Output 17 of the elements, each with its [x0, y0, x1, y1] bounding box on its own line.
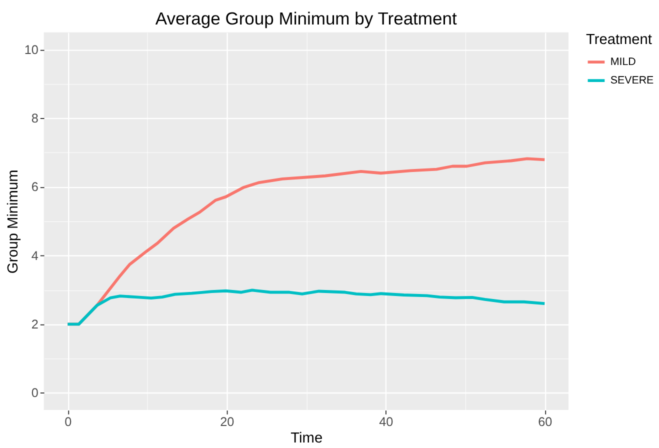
y-tick-label: 2 [31, 318, 38, 332]
y-tick-label: 0 [31, 386, 38, 400]
x-tick-label: 20 [220, 415, 234, 430]
y-axis-title: Group Minimum [6, 170, 22, 274]
legend-title: Treatment [586, 32, 652, 48]
y-tick-label: 8 [31, 112, 38, 126]
y-tick-label: 6 [31, 180, 38, 194]
line-series [66, 288, 546, 326]
legend-label: MILD [610, 56, 636, 68]
y-tick-label: 4 [31, 248, 38, 263]
x-tick-label: 40 [379, 415, 394, 430]
x-tick-label: 0 [64, 415, 72, 430]
legend-label: SEVERE [610, 74, 654, 86]
x-tick-label: 60 [538, 415, 552, 430]
x-axis-title: Time [290, 430, 323, 447]
chart-title: Average Group Minimum by Treatment [155, 8, 457, 29]
y-tick-label: 10 [24, 42, 38, 57]
